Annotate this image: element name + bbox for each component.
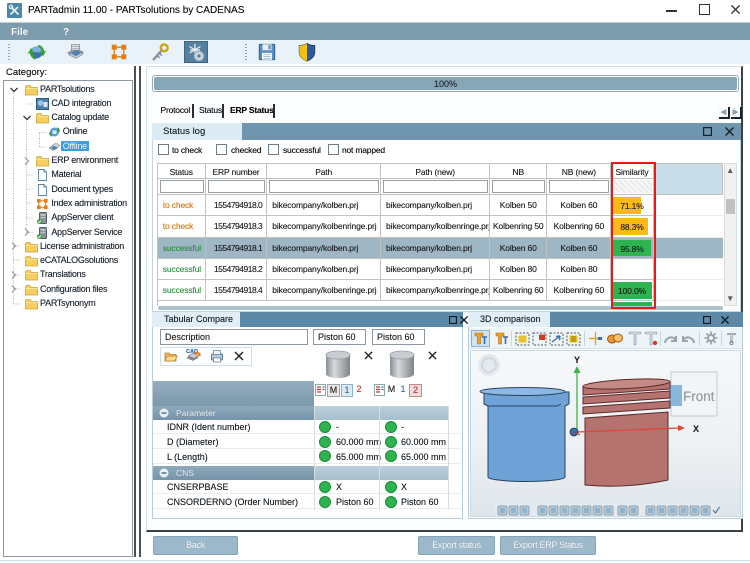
svg-text:CAD: CAD [186, 349, 198, 355]
svg-text:Front: Front [683, 389, 715, 404]
svg-text:X: X [693, 424, 699, 434]
svg-text:Y: Y [574, 355, 580, 365]
